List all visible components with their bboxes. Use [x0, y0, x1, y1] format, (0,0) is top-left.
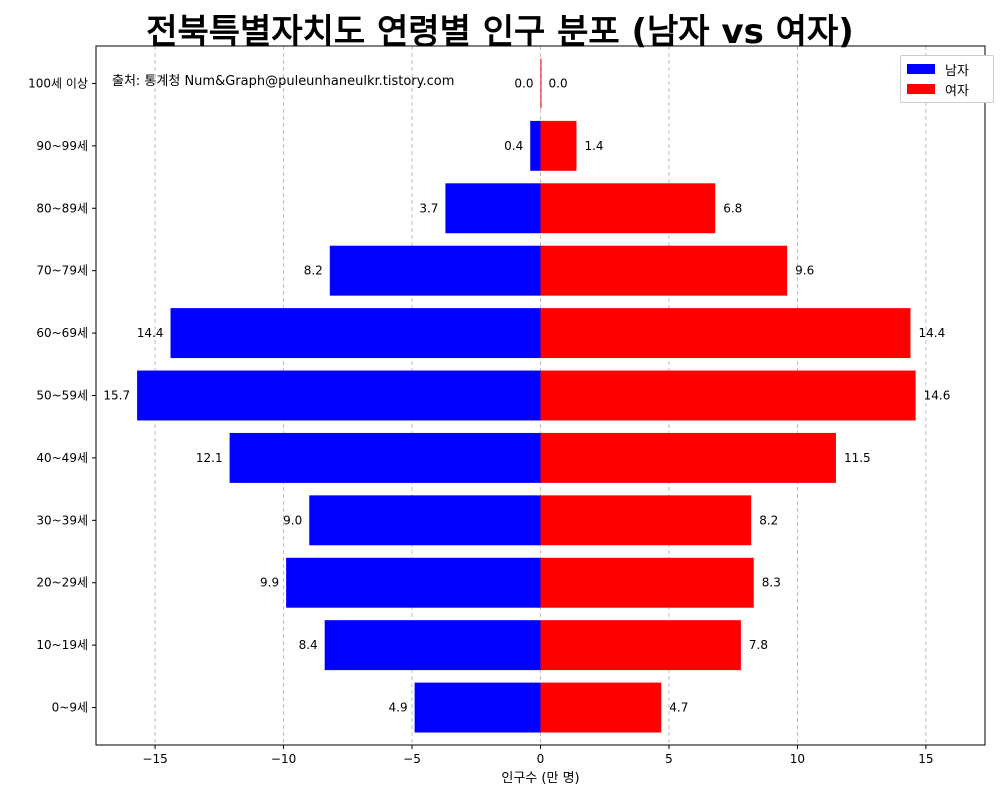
data-label-female: 11.5	[844, 451, 871, 465]
y-tick-label: 60~69세	[36, 326, 88, 340]
bar-male	[170, 308, 541, 359]
bar-female	[540, 620, 741, 671]
x-tick-label: 10	[790, 752, 805, 766]
bar-male	[329, 245, 541, 296]
data-label-female: 8.3	[762, 576, 781, 590]
data-label-male: 9.0	[283, 513, 302, 527]
data-label-female: 14.4	[918, 326, 945, 340]
data-label-female: 4.7	[669, 701, 688, 715]
legend-swatch-female	[907, 84, 935, 94]
legend-label-male: 남자	[945, 63, 969, 79]
data-label-male: 14.4	[137, 326, 164, 340]
data-label-male: 3.7	[419, 201, 438, 215]
chart-legend: 남자 여자	[900, 55, 994, 103]
bar-female	[540, 495, 752, 546]
chart-title: 전북특별자치도 연령별 인구 분포 (남자 vs 여자)	[146, 12, 854, 52]
legend-swatch-male	[907, 64, 935, 74]
bar-female	[540, 370, 916, 421]
bar-female	[540, 682, 662, 733]
bar-female	[540, 557, 754, 608]
bar-male	[530, 120, 541, 171]
bar-female	[540, 183, 716, 234]
bar-male	[309, 495, 541, 546]
x-tick-label: −10	[271, 752, 296, 766]
bar-female	[540, 120, 577, 171]
data-label-female: 6.8	[723, 201, 742, 215]
bar-male	[229, 432, 541, 483]
bar-female	[540, 308, 911, 359]
data-label-male: 8.4	[299, 638, 318, 652]
y-tick-label: 30~39세	[36, 513, 88, 527]
data-label-male: 0.0	[514, 76, 533, 90]
legend-label-female: 여자	[945, 83, 969, 99]
bar-male	[137, 370, 541, 421]
bar-male	[445, 183, 541, 234]
y-tick-label: 80~89세	[36, 201, 88, 215]
source-annotation: 출처: 통계청 Num&Graph@puleunhaneulkr.tistory…	[112, 74, 455, 89]
y-tick-label: 10~19세	[36, 638, 88, 652]
y-tick-label: 40~49세	[36, 451, 88, 465]
data-label-female: 0.0	[549, 76, 568, 90]
x-tick-label: −5	[403, 752, 421, 766]
data-label-male: 9.9	[260, 576, 279, 590]
y-tick-label: 90~99세	[36, 139, 88, 153]
bar-female	[540, 58, 542, 109]
y-tick-label: 70~79세	[36, 264, 88, 278]
data-label-female: 14.6	[924, 389, 951, 403]
legend-item-female: 여자	[907, 79, 987, 99]
bar-male	[324, 620, 541, 671]
x-tick-label: 0	[537, 752, 545, 766]
bar-male	[414, 682, 541, 733]
y-tick-label: 100세 이상	[28, 76, 88, 90]
data-label-male: 15.7	[103, 389, 130, 403]
data-label-female: 7.8	[749, 638, 768, 652]
x-axis-label: 인구수 (만 명)	[501, 771, 580, 786]
x-tick-label: −15	[142, 752, 167, 766]
data-label-male: 12.1	[196, 451, 223, 465]
y-tick-label: 50~59세	[36, 389, 88, 403]
y-tick-label: 20~29세	[36, 576, 88, 590]
data-label-male: 8.2	[304, 264, 323, 278]
data-label-female: 1.4	[584, 139, 603, 153]
legend-item-male: 남자	[907, 59, 987, 79]
data-label-male: 4.9	[389, 701, 408, 715]
bar-female	[540, 245, 788, 296]
bar-male	[286, 557, 541, 608]
bar-female	[540, 432, 836, 483]
data-label-female: 9.6	[795, 264, 814, 278]
data-label-female: 8.2	[759, 513, 778, 527]
x-tick-label: 5	[665, 752, 673, 766]
x-tick-label: 15	[918, 752, 933, 766]
data-label-male: 0.4	[504, 139, 523, 153]
y-tick-label: 0~9세	[52, 701, 88, 715]
